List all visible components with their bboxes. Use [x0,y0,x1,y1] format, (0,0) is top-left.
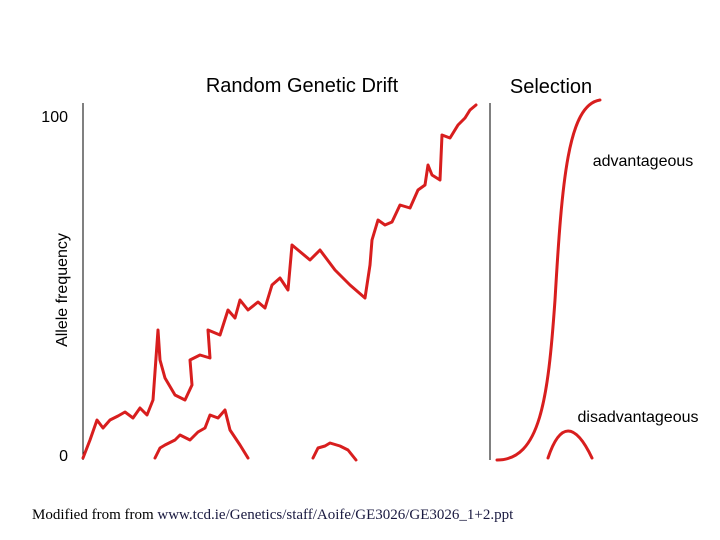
footer-text: Modified from from [32,507,157,523]
selection-curve [495,98,602,462]
curve-label: advantageous [593,153,694,170]
footer: Modified from from www.tcd.ie/Genetics/s… [32,507,514,523]
drift-curve [153,408,250,460]
axis-top-label: 100 [41,109,68,126]
panel-title: Selection [510,76,592,98]
panel-title: Random Genetic Drift [206,75,399,97]
drift-curve [81,103,478,460]
curve-label: disadvantageous [578,409,699,426]
footer-link[interactable]: www.tcd.ie/Genetics/staff/Aoife/GE3026/G… [157,507,514,523]
drift-curve [311,441,358,462]
selection-curve [546,429,594,460]
axis-label: Allele frequency [54,233,71,347]
axis-bottom-label: 0 [59,448,68,465]
